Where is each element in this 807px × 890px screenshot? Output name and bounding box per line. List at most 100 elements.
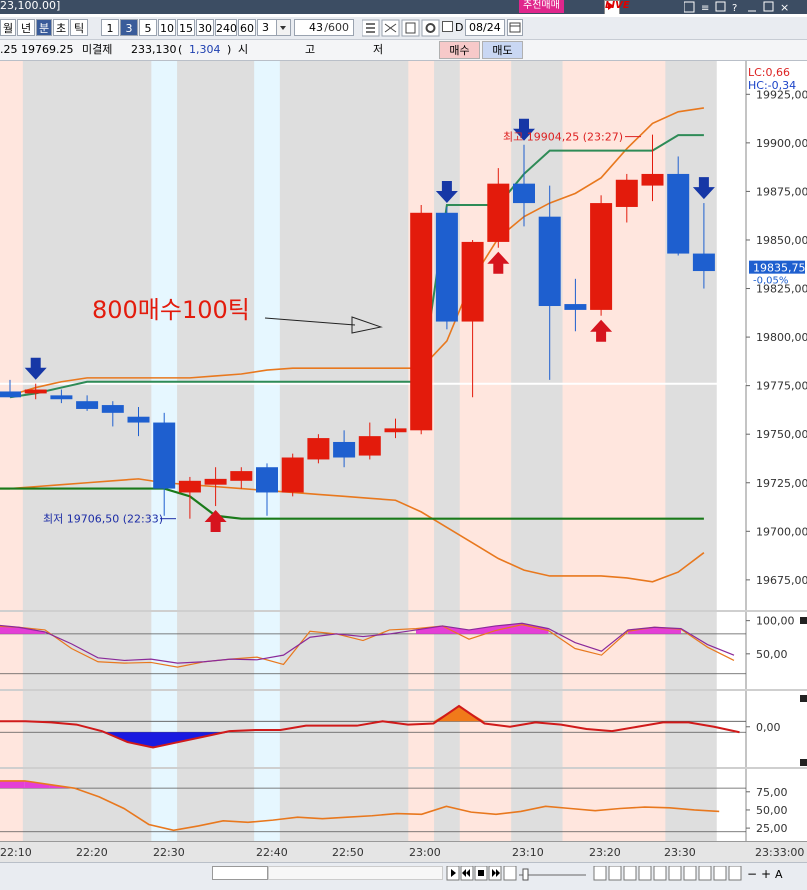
overbought-fill — [469, 625, 496, 634]
interval-button-7[interactable]: 60 — [238, 19, 256, 36]
session-shade — [459, 61, 486, 841]
pattern-icon[interactable] — [698, 866, 712, 881]
lower-stop-line — [10, 487, 704, 520]
interval-button-2[interactable]: 5 — [139, 19, 157, 36]
buy-signal-arrow — [590, 319, 613, 342]
sell-signal-arrow — [513, 118, 535, 141]
x-tick-label: 22:20 — [76, 846, 108, 859]
session-shade — [22, 61, 50, 841]
overbought-fill — [628, 627, 655, 634]
upper-band-line — [9, 107, 705, 397]
panel-menu-icon — [800, 759, 807, 766]
interval-button-0[interactable]: 1 — [101, 19, 119, 36]
recommend-trade-button[interactable]: 추천매매 — [519, 0, 564, 13]
session-shade — [48, 61, 75, 841]
candle-body — [127, 416, 150, 423]
overbought-fill — [416, 625, 443, 634]
ohlc-open-label: 시 — [238, 43, 249, 56]
panel-menu-icon — [800, 695, 807, 702]
period-tab-4[interactable]: 틱 — [70, 19, 88, 36]
indicator-icon[interactable] — [683, 866, 697, 881]
date-input[interactable]: 08/24 — [465, 19, 505, 36]
chevron-down-icon[interactable] — [276, 20, 290, 35]
count-field[interactable]: 43 /600 — [294, 19, 354, 36]
live-label: LIVE — [605, 0, 630, 11]
candle-body — [615, 179, 638, 207]
session-shade — [177, 61, 204, 841]
reset-icon[interactable] — [728, 866, 742, 881]
menu-icon[interactable]: ≡ — [701, 3, 709, 13]
export-icon[interactable] — [653, 866, 667, 881]
high-label: 최고 19904,25 (23:27) — [503, 131, 623, 144]
close-icon[interactable]: × — [780, 1, 789, 13]
interval-button-3[interactable]: 10 — [158, 19, 176, 36]
fit-icon[interactable] — [503, 866, 517, 881]
time-axis-labels: 22:10 22:20 22:30 22:40 22:50 23:00 23:10 23:20… — [0, 846, 804, 859]
session-shade — [434, 61, 461, 841]
interval-button-1[interactable]: 3 — [120, 19, 138, 36]
sell-button[interactable]: 매도 — [482, 41, 523, 59]
oi-change: 1,304 — [189, 43, 221, 56]
calendar-icon[interactable] — [507, 19, 523, 36]
macd-negative-fill — [153, 732, 179, 748]
period-tab-3[interactable]: 초 — [53, 19, 69, 36]
macd-positive-fill — [433, 706, 459, 722]
list-icon[interactable] — [668, 866, 682, 881]
candle-body — [435, 212, 458, 322]
compare-icon[interactable] — [608, 866, 622, 881]
chart-type-icon[interactable] — [593, 866, 607, 881]
candle-body — [76, 401, 99, 409]
y-tick-label: 19825,00 — [756, 283, 807, 296]
trend-icon[interactable] — [713, 866, 727, 881]
interval-dropdown[interactable]: 3 — [257, 19, 291, 36]
x-tick-label: 23:20 — [589, 846, 621, 859]
period-tab-0[interactable]: 월 — [0, 19, 16, 36]
y-tick-label: 19875,00 — [756, 185, 807, 198]
lc-label: LC:0,66 — [748, 66, 790, 79]
gear-icon[interactable] — [421, 19, 440, 37]
x-tick-label: 23:33:00 — [755, 846, 804, 859]
scroll-thumb[interactable] — [212, 866, 268, 880]
session-shade — [125, 61, 152, 841]
interval-button-4[interactable]: 15 — [177, 19, 195, 36]
buy-button[interactable]: 매수 — [439, 41, 480, 59]
annotation-arrow-line — [264, 317, 356, 326]
zoom-slider-handle[interactable] — [522, 868, 529, 881]
candle-body — [590, 203, 613, 310]
candle-body — [487, 183, 510, 242]
session-shade — [382, 61, 409, 841]
rsi-overbought-fill — [0, 780, 25, 789]
candle-body — [410, 212, 433, 431]
period-tab-1[interactable]: 년 — [17, 19, 35, 36]
candle-body — [101, 405, 124, 413]
price-chart[interactable]: 19925,00 19900,00 19875,00 19850,00 19825,00… — [0, 61, 807, 841]
scroll-track[interactable] — [268, 866, 443, 880]
restore-icon[interactable] — [715, 1, 726, 12]
stochastic-k-line — [0, 622, 735, 664]
panel-tick-label: 25,00 — [756, 822, 788, 835]
candle-body — [204, 478, 227, 485]
period-tab-2[interactable]: 분 — [36, 19, 52, 36]
window-icon[interactable] — [684, 1, 695, 13]
y-tick-label: 19700,00 — [756, 525, 807, 538]
tool-icons — [362, 19, 440, 37]
count-input[interactable]: 43 — [309, 21, 323, 34]
font-size-icon[interactable]: A — [775, 868, 783, 881]
zoom-in-icon[interactable]: + — [761, 867, 771, 881]
interval-button-6[interactable]: 240 — [215, 19, 237, 36]
help-icon[interactable]: ? — [732, 3, 737, 13]
save-icon[interactable] — [401, 19, 420, 37]
zoom-out-icon[interactable]: − — [747, 867, 757, 881]
live-button[interactable]: LIVE — [604, 0, 630, 14]
panel-tick-label: 0,00 — [756, 721, 781, 734]
open-interest-value: 233,130 — [131, 43, 177, 56]
title-bar: 23,100.00] 추천매매 LIVE ≡ ? × — [0, 0, 807, 14]
interval-button-5[interactable]: 30 — [196, 19, 214, 36]
candle-body — [692, 253, 715, 272]
date-checkbox[interactable] — [442, 21, 453, 32]
print-icon[interactable] — [623, 866, 637, 881]
candle-body — [384, 428, 407, 433]
maximize-icon[interactable] — [763, 1, 774, 12]
copy-icon[interactable] — [638, 866, 652, 881]
